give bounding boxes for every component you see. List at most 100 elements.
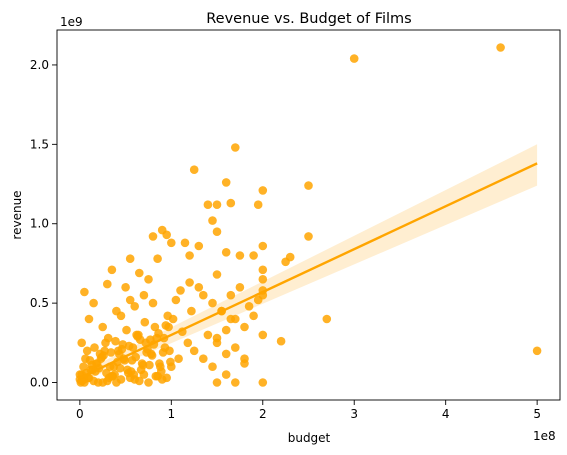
data-point	[109, 362, 118, 372]
data-point	[89, 376, 98, 386]
data-point	[125, 373, 135, 383]
data-point	[496, 43, 505, 52]
data-point	[153, 371, 162, 381]
y-axis-label: revenue	[10, 190, 24, 239]
x-tick-label: 2	[259, 407, 267, 421]
data-point	[244, 302, 254, 311]
data-point	[148, 232, 158, 241]
chart-title: Revenue vs. Budget of Films	[206, 11, 411, 27]
data-point	[183, 338, 193, 348]
data-point	[532, 346, 542, 356]
data-point	[103, 333, 113, 343]
plot-frame	[56, 29, 561, 401]
data-point	[235, 251, 245, 260]
data-point	[162, 373, 171, 383]
data-point	[167, 362, 176, 372]
data-point	[87, 360, 97, 370]
data-point	[304, 232, 313, 241]
data-point	[171, 295, 181, 305]
data-point	[212, 333, 222, 343]
data-point	[231, 378, 240, 387]
x-tick-label: 1	[167, 407, 175, 421]
data-point	[349, 54, 359, 63]
data-point	[185, 251, 194, 260]
data-point	[127, 356, 137, 365]
y-tick-label: 1.0	[30, 217, 49, 231]
y-tick-label: 0.0	[30, 376, 49, 390]
data-point	[212, 200, 222, 209]
data-point	[187, 306, 196, 316]
data-point	[226, 290, 236, 300]
data-point	[185, 278, 194, 287]
data-point	[125, 295, 135, 305]
data-point	[150, 322, 160, 332]
data-point	[208, 216, 217, 225]
data-point	[163, 311, 172, 321]
regression-line	[79, 162, 538, 379]
data-point	[144, 275, 153, 284]
data-point	[133, 332, 142, 341]
data-point	[180, 238, 190, 248]
data-point	[135, 268, 144, 278]
y-tick-label: 2.0	[30, 58, 49, 72]
data-point	[164, 322, 173, 332]
data-point	[84, 314, 94, 324]
data-point	[249, 251, 258, 260]
x-tick-label: 4	[442, 407, 450, 421]
data-point	[276, 336, 286, 346]
data-point	[240, 322, 249, 332]
data-point	[103, 279, 112, 289]
data-point	[98, 378, 107, 387]
data-point	[221, 349, 231, 359]
data-point	[125, 254, 135, 263]
data-point	[145, 360, 154, 370]
data-point	[258, 186, 268, 195]
data-point	[253, 200, 263, 209]
data-point	[111, 336, 120, 346]
data-point	[160, 343, 170, 352]
data-point	[240, 359, 249, 368]
data-point	[322, 314, 332, 324]
data-point	[142, 348, 151, 357]
data-point	[203, 200, 213, 209]
data-point	[82, 346, 92, 356]
y-tick-label: 1.5	[30, 137, 49, 151]
data-point	[116, 311, 126, 321]
data-point	[231, 143, 240, 152]
data-point	[221, 325, 231, 335]
data-point	[258, 378, 268, 387]
data-point	[212, 227, 222, 236]
data-point	[189, 165, 199, 174]
data-point	[107, 265, 117, 275]
y-offset-label: 1e9	[60, 15, 83, 29]
data-point	[107, 371, 117, 381]
data-point	[135, 376, 144, 386]
data-point	[144, 378, 153, 387]
data-point	[139, 290, 149, 300]
data-point	[226, 314, 236, 324]
data-point	[114, 349, 124, 359]
data-point	[258, 265, 268, 275]
data-point	[208, 298, 217, 308]
x-tick-label: 0	[76, 407, 84, 421]
data-point	[122, 325, 131, 335]
data-point	[231, 343, 240, 352]
data-point	[258, 330, 268, 340]
data-point	[80, 287, 89, 297]
data-point	[176, 286, 185, 295]
data-point	[146, 335, 155, 345]
data-point	[281, 257, 290, 267]
data-point	[153, 254, 162, 263]
x-axis-ticks: 0 1 2 3 4 5	[76, 400, 541, 421]
data-point	[203, 330, 213, 340]
data-point	[208, 362, 217, 372]
data-point	[212, 270, 222, 279]
data-point	[221, 370, 231, 379]
data-point	[98, 322, 107, 332]
y-tick-label: 0.5	[30, 296, 49, 310]
data-point	[199, 354, 208, 364]
points-layer	[75, 43, 542, 387]
data-point	[249, 311, 258, 321]
data-point	[258, 275, 268, 284]
